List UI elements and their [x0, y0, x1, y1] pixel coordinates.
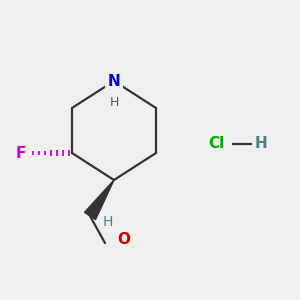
Text: F: F: [15, 146, 26, 160]
Text: H: H: [255, 136, 267, 152]
Text: O: O: [117, 232, 130, 247]
Text: N: N: [108, 74, 120, 88]
Polygon shape: [85, 180, 114, 220]
Text: Cl: Cl: [208, 136, 224, 152]
Text: H: H: [109, 95, 119, 109]
Text: H: H: [103, 215, 113, 229]
